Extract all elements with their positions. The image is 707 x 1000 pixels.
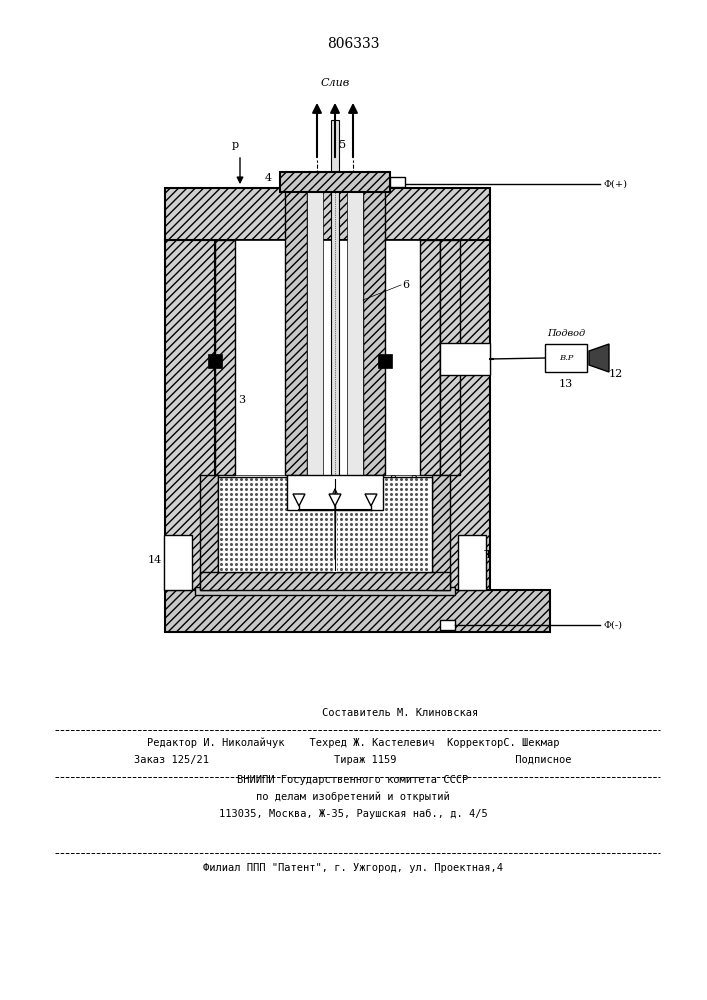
Bar xyxy=(195,587,455,595)
Bar xyxy=(440,240,460,475)
Text: 4: 4 xyxy=(265,173,272,183)
Bar xyxy=(432,475,450,590)
Text: 3: 3 xyxy=(238,395,245,405)
Text: Заказ 125/21                    Тираж 1159                   Подписное: Заказ 125/21 Тираж 1159 Подписное xyxy=(134,755,572,765)
Text: 7: 7 xyxy=(276,485,283,495)
Text: 12: 12 xyxy=(609,369,624,379)
Text: 6: 6 xyxy=(402,280,409,290)
Bar xyxy=(440,620,455,630)
Bar xyxy=(165,188,490,240)
Bar xyxy=(440,240,490,590)
Text: 8: 8 xyxy=(325,495,332,505)
Text: 13: 13 xyxy=(559,379,573,389)
Bar xyxy=(218,477,432,572)
Text: Ф(-): Ф(-) xyxy=(604,620,623,630)
Bar xyxy=(208,354,222,368)
Bar xyxy=(307,185,322,475)
Text: Филиал ППП "Патент", г. Ужгород, ул. Проектная,4: Филиал ППП "Патент", г. Ужгород, ул. Про… xyxy=(203,863,503,873)
Bar xyxy=(440,240,460,475)
Text: Ф(+): Ф(+) xyxy=(604,180,628,188)
Text: 2: 2 xyxy=(410,475,417,485)
Text: ВНИИПИ Государственного комитета СССР: ВНИИПИ Государственного комитета СССР xyxy=(238,775,469,785)
Bar xyxy=(200,572,450,590)
Bar xyxy=(420,240,440,475)
Bar xyxy=(165,590,550,632)
Bar xyxy=(215,240,235,475)
Text: Слив: Слив xyxy=(320,78,350,88)
Text: Редактор И. Николайчук    Техред Ж. Кастелевич  КорректорС. Шекмар: Редактор И. Николайчук Техред Ж. Кастеле… xyxy=(147,738,559,748)
Bar xyxy=(440,343,490,375)
Polygon shape xyxy=(589,344,609,372)
Text: 806333: 806333 xyxy=(327,37,379,51)
Polygon shape xyxy=(365,494,377,506)
Text: Составитель М. Клиновская: Составитель М. Клиновская xyxy=(322,708,478,718)
Bar xyxy=(164,535,192,590)
Bar xyxy=(458,535,486,590)
Bar xyxy=(235,240,420,475)
Polygon shape xyxy=(329,494,341,506)
Bar xyxy=(363,185,385,475)
Text: 11: 11 xyxy=(448,415,462,425)
Bar xyxy=(200,475,218,590)
Bar xyxy=(331,120,339,510)
Text: 10: 10 xyxy=(266,520,280,530)
Bar xyxy=(347,185,363,475)
Text: по делам изобретений и открытий: по делам изобретений и открытий xyxy=(256,792,450,802)
Text: 5: 5 xyxy=(339,140,346,150)
Text: 113035, Москва, Ж-35, Раушская наб., д. 4/5: 113035, Москва, Ж-35, Раушская наб., д. … xyxy=(218,809,487,819)
Text: 9: 9 xyxy=(389,475,396,485)
Bar xyxy=(287,475,383,510)
Text: 14: 14 xyxy=(148,555,162,565)
Bar xyxy=(285,185,307,475)
Bar xyxy=(280,172,390,192)
Text: Подвод: Подвод xyxy=(547,329,585,338)
Bar xyxy=(378,354,392,368)
Bar xyxy=(390,177,405,187)
Text: 1: 1 xyxy=(485,550,492,560)
Text: р: р xyxy=(231,140,238,150)
Bar xyxy=(545,344,587,372)
Polygon shape xyxy=(293,494,305,506)
Bar xyxy=(165,240,215,590)
Text: В.Р: В.Р xyxy=(559,354,573,362)
